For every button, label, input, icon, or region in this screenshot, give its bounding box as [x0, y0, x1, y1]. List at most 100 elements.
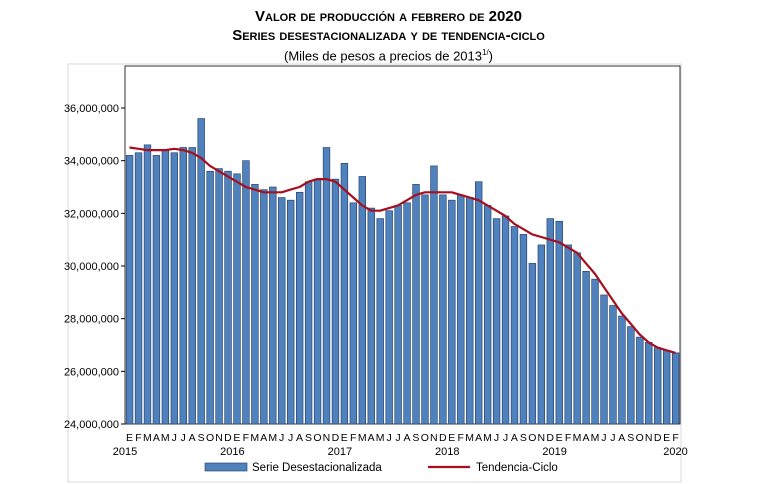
- bar: [573, 252, 581, 425]
- x-month-label: M: [376, 432, 385, 444]
- x-month-label: O: [636, 432, 644, 444]
- bar: [143, 144, 152, 425]
- bar: [134, 152, 143, 425]
- x-month-label: J: [395, 432, 400, 444]
- x-month-label: D: [546, 432, 554, 444]
- x-month-label: S: [520, 432, 527, 444]
- x-month-label: A: [475, 432, 482, 444]
- x-month-label: A: [403, 432, 410, 444]
- bar: [636, 336, 644, 425]
- bar: [430, 165, 438, 425]
- x-month-label: M: [250, 432, 259, 444]
- bar: [600, 294, 608, 425]
- x-month-label: A: [296, 432, 303, 444]
- x-year-label: 2018: [435, 446, 459, 458]
- x-month-label: F: [565, 432, 571, 444]
- bar: [322, 147, 331, 425]
- x-month-label: N: [645, 432, 653, 444]
- bar: [260, 189, 268, 425]
- bar: [591, 278, 599, 425]
- x-month-label: J: [386, 432, 391, 444]
- x-month-label: D: [332, 432, 340, 444]
- bar: [206, 170, 214, 425]
- x-month-label: N: [323, 432, 331, 444]
- x-month-label: J: [181, 432, 186, 444]
- bar: [340, 163, 349, 425]
- bar: [466, 197, 474, 425]
- x-month-label: N: [430, 432, 438, 444]
- x-month-label: A: [583, 432, 590, 444]
- x-year-label: 2019: [542, 446, 566, 458]
- x-month-label: E: [341, 432, 348, 444]
- y-tick-label: 36,000,000: [64, 103, 119, 115]
- x-year-label: 2017: [328, 446, 352, 458]
- x-month-label: A: [368, 432, 375, 444]
- bar: [367, 207, 375, 425]
- x-month-label: F: [135, 432, 141, 444]
- x-month-label: S: [198, 432, 205, 444]
- bar: [331, 178, 340, 425]
- bar: [475, 181, 483, 425]
- bar: [412, 184, 420, 425]
- bar: [564, 244, 572, 425]
- bar: [654, 347, 662, 425]
- bar: [304, 181, 313, 425]
- bar: [582, 270, 590, 425]
- x-month-label: F: [672, 432, 678, 444]
- bar: [358, 176, 366, 425]
- unit-note-text: (Miles de pesos a precios de 2013: [283, 48, 482, 64]
- bar: [152, 155, 161, 425]
- bar: [457, 194, 465, 425]
- x-month-label: M: [465, 432, 474, 444]
- bar: [537, 244, 546, 425]
- x-month-label: A: [153, 432, 160, 444]
- x-month-label: F: [457, 432, 463, 444]
- x-month-label: S: [412, 432, 419, 444]
- x-month-label: J: [288, 432, 293, 444]
- x-month-label: M: [483, 432, 492, 444]
- bar: [125, 155, 134, 425]
- x-year-label: 2015: [113, 446, 137, 458]
- bar: [448, 199, 456, 425]
- x-year-label: 2016: [220, 446, 244, 458]
- bar: [251, 184, 259, 425]
- x-month-label: D: [224, 432, 232, 444]
- bar: [555, 220, 563, 425]
- bar: [421, 194, 429, 425]
- bar: [439, 194, 447, 425]
- y-tick-label: 24,000,000: [64, 419, 119, 431]
- legend-bar-swatch: [204, 462, 248, 472]
- bar: [197, 118, 205, 425]
- legend-bar-label: Serie Desestacionalizada: [252, 462, 382, 474]
- bar: [492, 218, 501, 425]
- y-tick-label: 34,000,000: [64, 156, 119, 168]
- bar: [233, 173, 241, 425]
- bar: [403, 202, 411, 425]
- x-month-label: M: [358, 432, 367, 444]
- bar: [179, 147, 187, 425]
- x-month-label: E: [126, 432, 133, 444]
- bar: [242, 160, 250, 425]
- y-tick-label: 32,000,000: [64, 208, 119, 220]
- x-month-label: M: [268, 432, 277, 444]
- x-month-label: M: [573, 432, 582, 444]
- bar: [546, 218, 554, 425]
- y-tick-label: 26,000,000: [64, 366, 119, 378]
- x-month-label: E: [233, 432, 240, 444]
- bar: [394, 205, 402, 425]
- x-month-label: N: [537, 432, 545, 444]
- bar: [483, 205, 492, 425]
- bar: [645, 342, 653, 425]
- x-month-label: M: [143, 432, 152, 444]
- x-month-label: M: [591, 432, 600, 444]
- bar: [510, 226, 519, 425]
- bar: [269, 186, 277, 425]
- bar: [215, 168, 223, 425]
- bar: [501, 215, 510, 425]
- trend-line: [129, 146, 676, 354]
- x-month-label: A: [511, 432, 518, 444]
- bar: [278, 197, 286, 425]
- bar: [519, 234, 528, 425]
- unit-note: (Miles de pesos a precios de 20131/): [0, 48, 777, 63]
